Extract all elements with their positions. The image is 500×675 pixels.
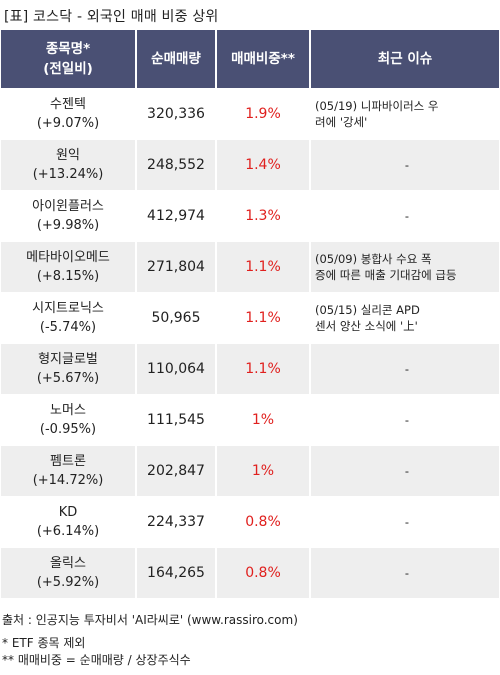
header-row: 종목명* (전일비) 순매매량 매매비중** 최근 이슈 [1,30,499,88]
issue-line2: 증에 따른 매출 기대감에 급등 [315,267,457,282]
stock-change: (+5.67%) [36,370,100,386]
net-volume: 248,552 [136,138,217,190]
trading-ratio: 1.1% [216,240,311,292]
table-row: 메타바이오메드 (+8.15%) 271,804 1.1% (05/09) 봉합사… [1,240,499,292]
stock-change: (-0.95%) [39,421,97,437]
stock-change: (+13.24%) [32,166,104,182]
trading-ratio: 1.1% [216,291,311,343]
stock-change: (+14.72%) [32,472,104,488]
foreign-trading-table: 종목명* (전일비) 순매매량 매매비중** 최근 이슈 수젠텍 (+9.07%)… [1,30,499,598]
table-row: 올릭스 (+5.92%) 164,265 0.8% - [1,546,499,598]
net-volume: 110,064 [136,342,217,394]
recent-issue: (05/09) 봉합사 수요 폭 증에 따른 매출 기대감에 급등 [310,240,499,292]
trading-ratio: 1.3% [216,189,311,241]
issue-line1: (05/19) 니파바이러스 우 [315,98,439,113]
trading-ratio: 1.9% [216,87,311,139]
issue-line1: (05/15) 실리콘 APD [315,302,420,317]
stock-name: 아이윈플러스 [32,198,104,214]
recent-issue: - [310,495,499,547]
header-name-line2: (전일비) [43,60,93,77]
stock-name-cell: 펨트론 (+14.72%) [1,444,137,496]
stock-name-cell: 올릭스 (+5.92%) [1,546,137,598]
stock-name: 메타바이오메드 [26,249,110,265]
trading-ratio: 0.8% [216,546,311,598]
source-note: 출처 : 인공지능 투자비서 'AI라씨로' (www.rassiro.com) [2,613,298,627]
issue-line2: 센서 양산 소식에 '上' [315,318,418,333]
stock-change: (+8.15%) [36,268,100,284]
stock-name: 시지트로닉스 [32,300,104,316]
stock-change: (+9.07%) [36,115,100,131]
header-volume: 순매매량 [136,30,217,88]
trading-ratio: 1% [216,393,311,445]
trading-ratio: 1.1% [216,342,311,394]
stock-name: 노머스 [50,402,86,418]
recent-issue: (05/15) 실리콘 APD 센서 양산 소식에 '上' [310,291,499,343]
net-volume: 202,847 [136,444,217,496]
stock-name-cell: KD (+6.14%) [1,495,137,547]
recent-issue: - [310,546,499,598]
recent-issue: (05/19) 니파바이러스 우 려에 '강세' [310,87,499,139]
stock-name: 원익 [56,147,80,163]
etf-exclusion-note: * ETF 종목 제외 [2,636,86,650]
net-volume: 224,337 [136,495,217,547]
trading-ratio: 1% [216,444,311,496]
stock-change: (+9.98%) [36,217,100,233]
stock-name-cell: 시지트로닉스 (-5.74%) [1,291,137,343]
stock-change: (+6.14%) [36,523,100,539]
stock-name: 올릭스 [50,555,86,571]
recent-issue: - [310,138,499,190]
stock-name: 형지글로벌 [38,351,98,367]
net-volume: 50,965 [136,291,217,343]
stock-name-cell: 원익 (+13.24%) [1,138,137,190]
issue-line1: (05/09) 봉합사 수요 폭 [315,251,432,266]
net-volume: 271,804 [136,240,217,292]
ratio-formula-note: ** 매매비중 = 순매매량 / 상장주식수 [2,653,191,667]
table-row: KD (+6.14%) 224,337 0.8% - [1,495,499,547]
header-ratio: 매매비중** [216,30,311,88]
stock-name-cell: 수젠텍 (+9.07%) [1,87,137,139]
stock-name-cell: 노머스 (-0.95%) [1,393,137,445]
net-volume: 164,265 [136,546,217,598]
trading-ratio: 0.8% [216,495,311,547]
recent-issue: - [310,444,499,496]
table-row: 아이윈플러스 (+9.98%) 412,974 1.3% - [1,189,499,241]
net-volume: 412,974 [136,189,217,241]
table-row: 형지글로벌 (+5.67%) 110,064 1.1% - [1,342,499,394]
stock-name-cell: 형지글로벌 (+5.67%) [1,342,137,394]
net-volume: 111,545 [136,393,217,445]
table-row: 원익 (+13.24%) 248,552 1.4% - [1,138,499,190]
net-volume: 320,336 [136,87,217,139]
table-row: 시지트로닉스 (-5.74%) 50,965 1.1% (05/15) 실리콘 A… [1,291,499,343]
header-name-line1: 종목명* [45,40,91,57]
table-row: 펨트론 (+14.72%) 202,847 1% - [1,444,499,496]
table-row: 노머스 (-0.95%) 111,545 1% - [1,393,499,445]
table-row: 수젠텍 (+9.07%) 320,336 1.9% (05/19) 니파바이러스 … [1,87,499,139]
issue-line2: 려에 '강세' [315,114,368,129]
stock-name: 수젠텍 [50,96,86,112]
recent-issue: - [310,342,499,394]
stock-name-cell: 아이윈플러스 (+9.98%) [1,189,137,241]
stock-change: (+5.92%) [36,574,100,590]
stock-name: KD [58,504,78,520]
header-name: 종목명* (전일비) [1,30,137,88]
stock-change: (-5.74%) [39,319,97,335]
stock-name-cell: 메타바이오메드 (+8.15%) [1,240,137,292]
stock-name: 펨트론 [50,453,86,469]
table-title: [표] 코스닥 - 외국인 매매 비중 상위 [4,9,219,25]
header-issue: 최근 이슈 [310,30,499,88]
recent-issue: - [310,189,499,241]
trading-ratio: 1.4% [216,138,311,190]
recent-issue: - [310,393,499,445]
